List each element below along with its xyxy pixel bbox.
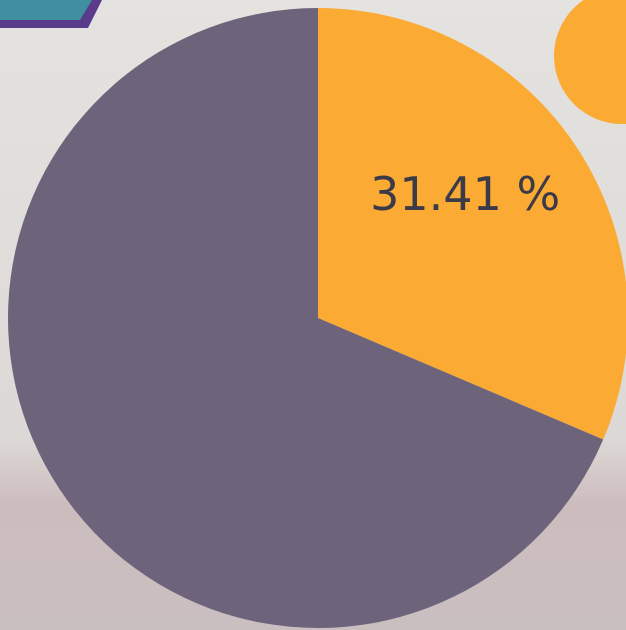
- chart: 31.41 %: [0, 0, 626, 630]
- slice-label: 31.41 %: [370, 167, 560, 221]
- page: {"chart_data": {"type": "pie", "categori…: [0, 0, 626, 630]
- corner-decoration-inner: [0, 0, 92, 20]
- pie: 31.41 %: [8, 8, 626, 628]
